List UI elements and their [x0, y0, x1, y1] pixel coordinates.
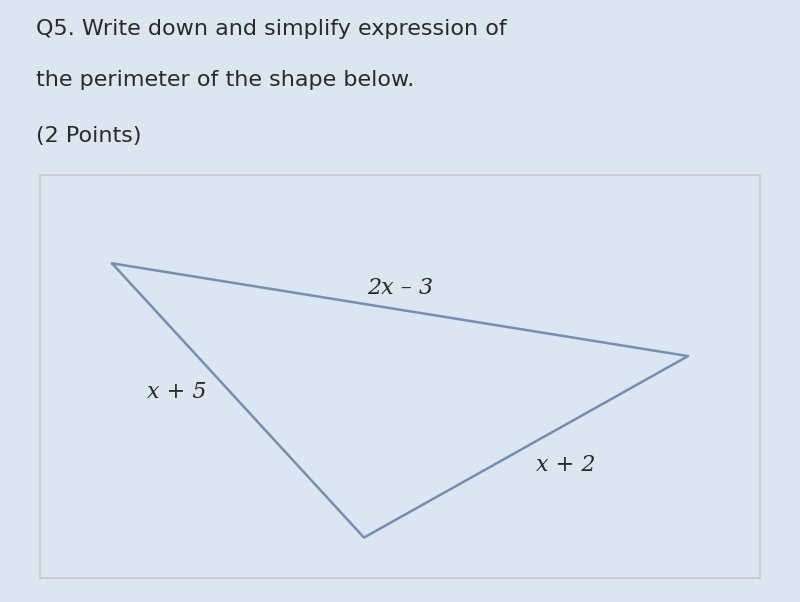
Text: x + 5: x + 5 — [147, 382, 206, 403]
Text: (2 Points): (2 Points) — [36, 126, 142, 146]
Text: the perimeter of the shape below.: the perimeter of the shape below. — [36, 70, 414, 90]
Text: x + 2: x + 2 — [536, 454, 595, 476]
Text: Q5. Write down and simplify expression of: Q5. Write down and simplify expression o… — [36, 19, 506, 39]
Text: 2x – 3: 2x – 3 — [367, 276, 433, 299]
